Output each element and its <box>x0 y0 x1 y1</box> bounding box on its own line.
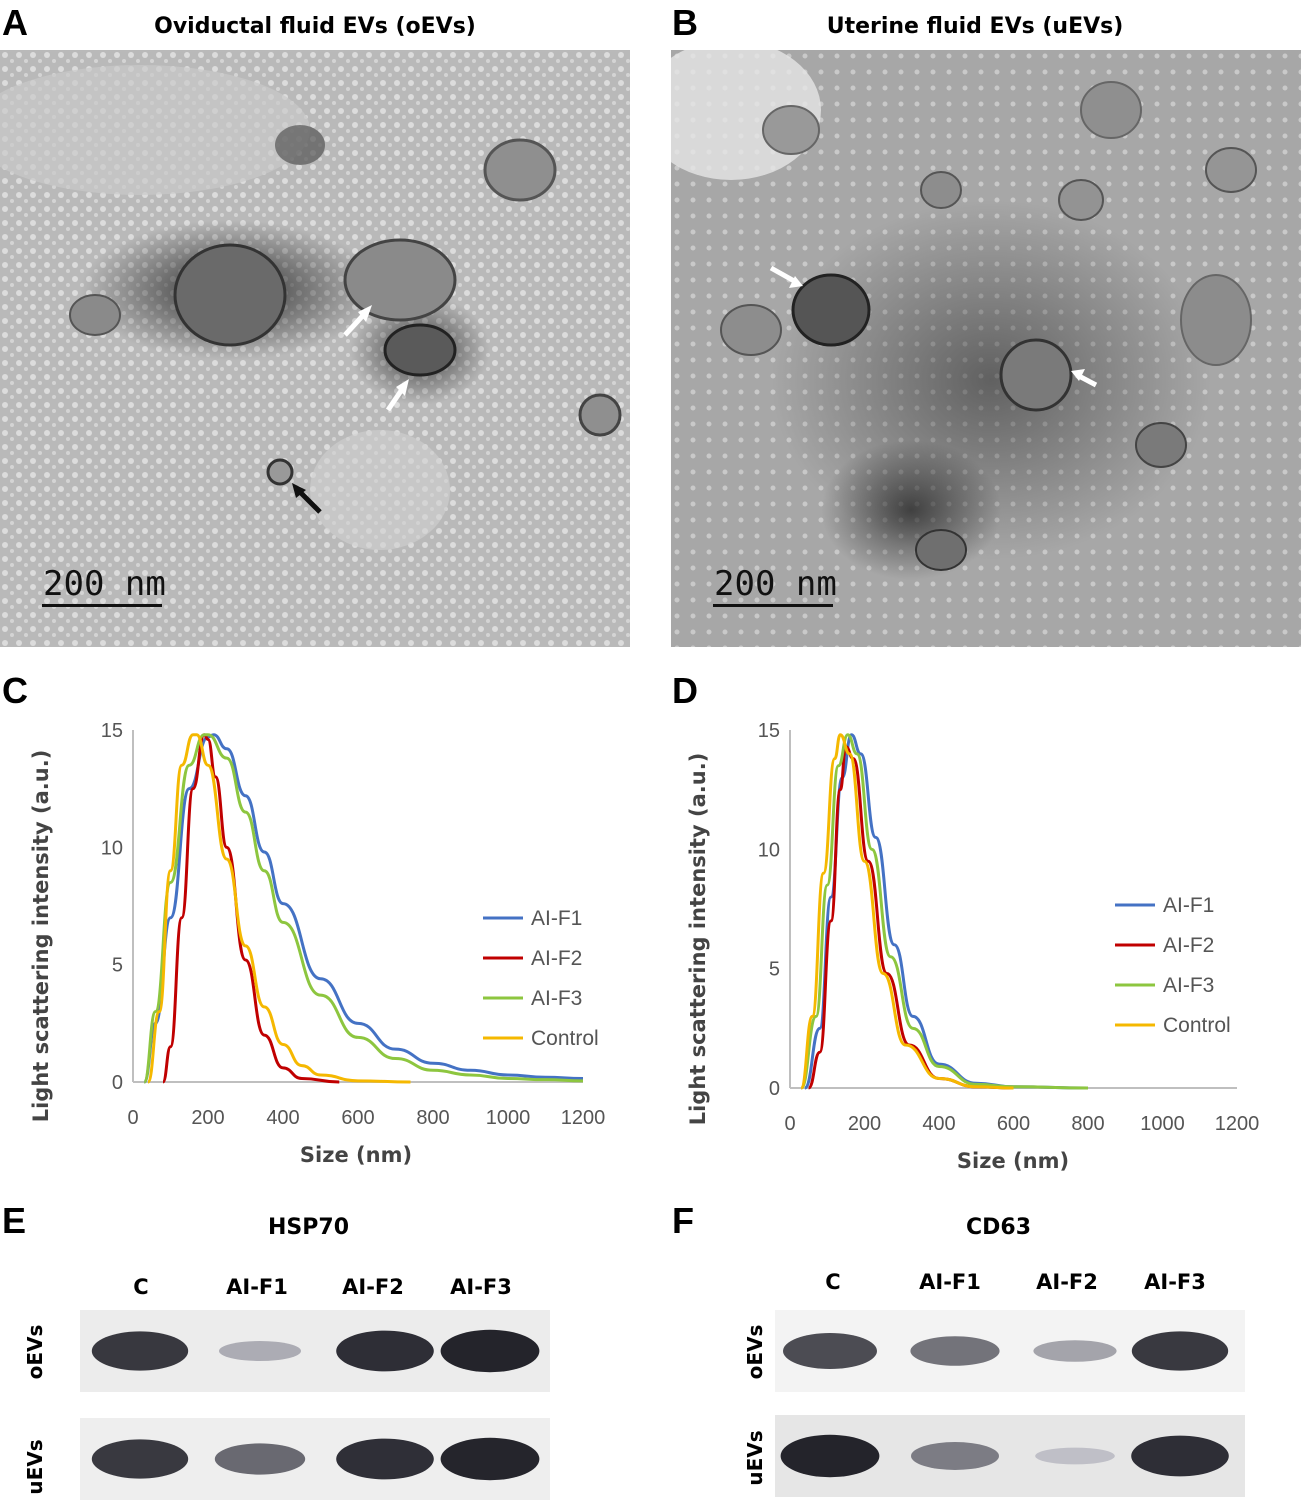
series-line-ai-f2 <box>807 745 1014 1090</box>
blot-band <box>1131 1331 1229 1371</box>
legend-label: Control <box>1163 1014 1231 1037</box>
y-tick-label: 5 <box>769 959 780 981</box>
y-tick-label: 0 <box>769 1078 780 1100</box>
row-label: uEVs <box>743 1430 767 1486</box>
lane-label: AI-F2 <box>1036 1270 1098 1294</box>
lane-label: AI-F1 <box>919 1270 981 1294</box>
blot-band <box>1033 1340 1117 1362</box>
legend-label: AI-F1 <box>1163 894 1214 917</box>
blot-strip-cd63-uevs <box>775 1415 1245 1497</box>
x-tick-label: 1200 <box>561 1107 606 1129</box>
series-line-ai-f1 <box>803 733 1089 1090</box>
blot-band <box>911 1442 999 1470</box>
lane-label: C <box>133 1275 149 1299</box>
blot-band <box>214 1443 306 1475</box>
blot-band <box>91 1439 189 1479</box>
lane-label: AI-F3 <box>1144 1270 1206 1294</box>
dls-chart-uevs: 0 200 400 600 800 1000 1200 0 5 10 15 Size (nm) Ligh… <box>686 720 1260 1173</box>
blot-strip-hsp70-uevs <box>80 1418 550 1500</box>
x-tick-label: 0 <box>127 1107 138 1129</box>
x-tick-label: 400 <box>922 1113 955 1135</box>
y-tick-label: 5 <box>112 955 123 977</box>
series-line-ai-f2 <box>161 733 340 1084</box>
series-line-control <box>146 733 411 1084</box>
legend-label: AI-F2 <box>531 947 582 970</box>
legend-label: AI-F2 <box>1163 934 1214 957</box>
panel-letter-d: D <box>672 670 698 711</box>
blot-band <box>780 1434 880 1478</box>
y-axis-title: Light scattering intensity (a.u.) <box>686 753 710 1126</box>
row-label: oEVs <box>743 1324 767 1380</box>
x-tick-label: 600 <box>341 1107 374 1129</box>
blot-band <box>440 1437 540 1481</box>
blot-band <box>910 1336 1000 1366</box>
y-tick-label: 15 <box>758 720 780 742</box>
y-axis-title: Light scattering intensity (a.u.) <box>29 750 53 1123</box>
x-tick-label: 200 <box>848 1113 881 1135</box>
blot-title-hsp70: HSP70 <box>268 1215 349 1240</box>
row-label: oEVs <box>23 1324 47 1380</box>
x-axis-title: Size (nm) <box>957 1149 1069 1173</box>
x-tick-label: 200 <box>191 1107 224 1129</box>
legend-label: AI-F1 <box>531 907 582 930</box>
scale-label-b: 200 nm <box>714 564 837 604</box>
blot-band <box>1035 1447 1115 1465</box>
dls-chart-oevs: 0 200 400 600 800 1000 1200 0 5 10 15 Size (nm) Ligh… <box>0 0 650 1180</box>
panel-title-b: Uterine fluid EVs (uEVs) <box>826 14 1124 39</box>
tem-micrograph-uevs <box>671 50 1301 647</box>
blot-band <box>1131 1435 1229 1477</box>
legend-label: AI-F3 <box>1163 974 1214 997</box>
legend-label: AI-F3 <box>531 987 582 1010</box>
legend-label: Control <box>531 1027 599 1050</box>
blot-band <box>783 1333 877 1369</box>
x-tick-label: 800 <box>416 1107 449 1129</box>
x-tick-label: 800 <box>1071 1113 1104 1135</box>
tem-micrograph-oevs <box>0 50 630 647</box>
blot-strip-hsp70-oevs <box>80 1310 550 1392</box>
blot-band <box>91 1331 189 1371</box>
panel-letter-b: B <box>672 2 698 43</box>
x-tick-label: 1000 <box>1140 1113 1185 1135</box>
y-tick-label: 15 <box>101 720 123 742</box>
series-line-ai-f1 <box>142 733 584 1084</box>
blot-title-cd63: CD63 <box>966 1215 1032 1240</box>
series-line-ai-f3 <box>142 733 584 1084</box>
scale-bar-a <box>42 604 162 607</box>
x-tick-label: 600 <box>997 1113 1030 1135</box>
lane-label: AI-F3 <box>450 1275 512 1299</box>
x-tick-label: 1200 <box>1215 1113 1260 1135</box>
blot-band <box>440 1329 540 1373</box>
lane-label: C <box>825 1270 841 1294</box>
panel-letter-a: A <box>2 2 28 43</box>
x-tick-label: 1000 <box>486 1107 531 1129</box>
series-line-ai-f3 <box>799 733 1089 1090</box>
series-line-control <box>799 733 1014 1090</box>
scale-bar-b <box>713 604 833 607</box>
x-tick-label: 400 <box>266 1107 299 1129</box>
lane-label: AI-F2 <box>342 1275 404 1299</box>
x-tick-label: 0 <box>784 1113 795 1135</box>
panel-letter-f: F <box>672 1200 694 1241</box>
blot-strip-cd63-oevs <box>775 1310 1245 1392</box>
panel-letter-e: E <box>2 1200 27 1241</box>
panel-letter-c: C <box>2 670 28 711</box>
blot-band <box>336 1330 434 1372</box>
row-label: uEVs <box>23 1439 47 1495</box>
blot-band <box>219 1341 301 1361</box>
y-tick-label: 0 <box>112 1072 123 1094</box>
y-tick-label: 10 <box>758 839 780 861</box>
y-tick-label: 10 <box>101 837 123 859</box>
panel-title-a: Oviductal fluid EVs (oEVs) <box>154 14 476 39</box>
scale-label-a: 200 nm <box>43 564 166 604</box>
x-axis-title: Size (nm) <box>300 1143 412 1167</box>
lane-label: AI-F1 <box>226 1275 288 1299</box>
blot-band <box>336 1438 434 1480</box>
